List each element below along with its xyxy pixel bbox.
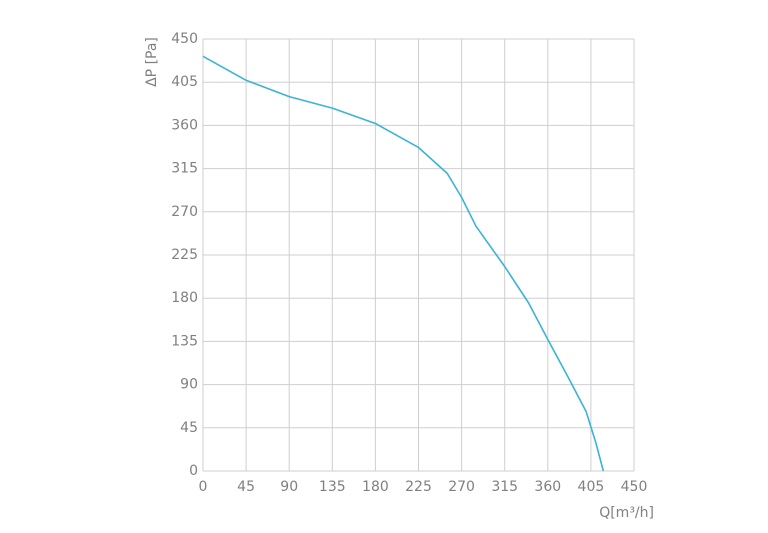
x-tick-label: 0 [199,479,208,495]
y-tick-label: 450 [171,31,198,47]
y-tick-label: 90 [180,377,198,393]
x-tick-label: 135 [319,479,346,495]
y-tick-label: 315 [171,161,198,177]
x-tick-label: 315 [491,479,518,495]
y-tick-label: 45 [180,420,198,436]
x-tick-label: 90 [280,479,298,495]
y-axis-label: ΔP [Pa] [144,37,160,87]
x-tick-label: 225 [405,479,432,495]
y-tick-label: 405 [171,74,198,90]
x-tick-label: 270 [448,479,475,495]
x-tick-label: 45 [237,479,255,495]
y-tick-label: 180 [171,290,198,306]
y-tick-label: 360 [171,117,198,133]
y-tick-label: 0 [189,463,198,479]
y-tick-label: 225 [171,247,198,263]
x-tick-label: 450 [621,479,648,495]
data-line [202,55,605,472]
y-tick-label: 270 [171,204,198,220]
x-tick-label: 360 [534,479,561,495]
x-tick-label: 180 [362,479,389,495]
x-axis-label: Q[m³/h] [599,505,654,521]
x-tick-label: 405 [578,479,605,495]
y-tick-label: 135 [171,333,198,349]
